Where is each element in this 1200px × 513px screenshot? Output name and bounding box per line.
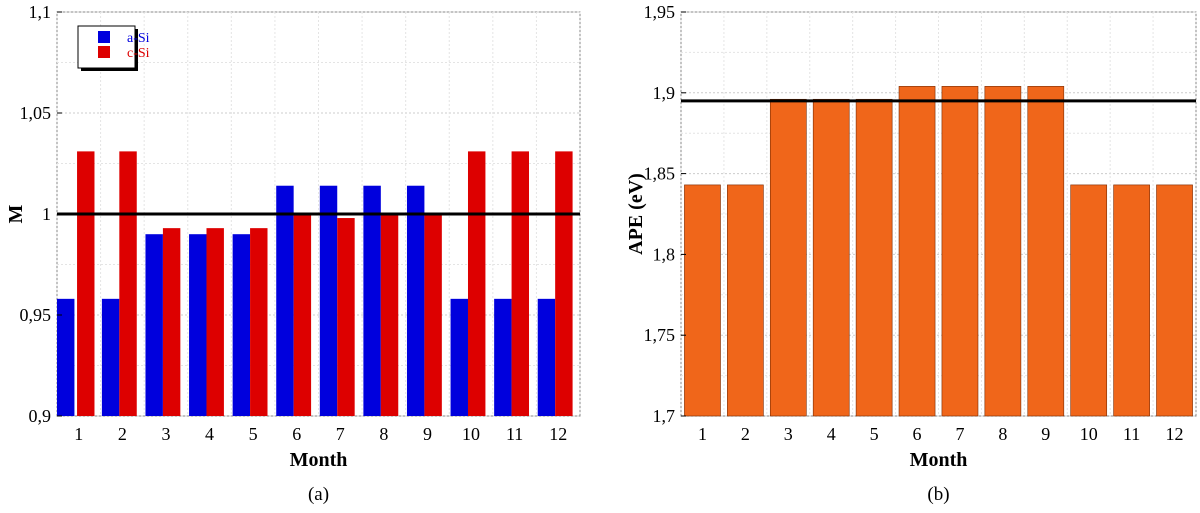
- bars-a: [57, 151, 573, 416]
- y-axis-label-a: M: [5, 204, 27, 223]
- bar-a-si-9: [406, 185, 425, 416]
- y-tick-label: 1,95: [644, 2, 676, 22]
- bar-c-si-11: [511, 151, 530, 416]
- x-tick-label: 8: [998, 424, 1007, 444]
- x-tick-label: 7: [955, 424, 964, 444]
- x-tick-label: 5: [249, 424, 258, 444]
- x-tick-label: 10: [1080, 424, 1098, 444]
- x-tick-label: 11: [1123, 424, 1140, 444]
- x-tick-label: 7: [336, 424, 345, 444]
- x-tick-label: 6: [913, 424, 922, 444]
- bar-c-si-12: [555, 151, 573, 416]
- bar-c-si-2: [119, 151, 137, 416]
- y-axis-label-b: APE (eV): [625, 173, 647, 255]
- bar-a-si-6: [276, 185, 294, 416]
- bar-a-si-7: [319, 185, 338, 416]
- chart-panel-b: 1,71,751,81,851,91,95 1 2 3 4 5 6 7 8 9 10 11 12 Mo…: [625, 2, 1197, 505]
- legend-swatch-a-si: [98, 31, 110, 43]
- bar-ape-11: [1113, 184, 1150, 417]
- x-ticks-b: 1 2 3 4 5 6 7 8 9 10 11 12: [698, 424, 1184, 444]
- legend-label-c-si: c-Si: [127, 46, 150, 61]
- y-tick-label: 1,8: [653, 244, 676, 264]
- x-ticks-a: 1 2 3 4 5 6 7 8 9 10 11 12: [74, 424, 567, 444]
- x-tick-label: 2: [118, 424, 127, 444]
- caption-b: (b): [927, 484, 949, 505]
- y-tick-label: 1,05: [20, 103, 52, 123]
- y-tick-label: 0,95: [20, 305, 52, 325]
- y-ticks-a: 0,9 0,95 1 1,05 1,1: [20, 2, 62, 426]
- bar-c-si-10: [467, 151, 486, 416]
- y-tick-label: 1: [42, 204, 51, 224]
- bar-a-si-3: [145, 234, 163, 416]
- bar-ape-1: [684, 184, 721, 417]
- x-tick-label: 10: [462, 424, 480, 444]
- y-tick-label: 1,85: [644, 164, 676, 184]
- bars-b: [684, 86, 1193, 417]
- x-tick-label: 3: [161, 424, 170, 444]
- legend-label-a-si: a-Si: [127, 31, 150, 46]
- x-axis-label-a: Month: [290, 449, 348, 471]
- grid-b: [680, 11, 1197, 417]
- bar-ape-5: [855, 98, 893, 417]
- bar-c-si-1: [77, 151, 95, 416]
- y-tick-label: 1,1: [29, 2, 52, 22]
- bar-c-si-5: [250, 228, 268, 416]
- bar-a-si-10: [450, 298, 468, 416]
- bar-ape-10: [1070, 184, 1108, 417]
- bar-ape-4: [812, 98, 850, 417]
- legend-a: a-Si c-Si: [77, 25, 150, 71]
- x-tick-label: 1: [74, 424, 83, 444]
- bar-a-si-2: [101, 298, 120, 416]
- x-tick-label: 8: [379, 424, 388, 444]
- bar-c-si-4: [206, 228, 224, 416]
- x-tick-label: 6: [292, 424, 301, 444]
- x-tick-label: 9: [423, 424, 432, 444]
- x-tick-label: 12: [549, 424, 567, 444]
- y-tick-label: 1,75: [644, 325, 676, 345]
- x-tick-label: 9: [1041, 424, 1050, 444]
- x-tick-label: 1: [698, 424, 707, 444]
- y-ticks-b: 1,7 1,75 1,8 1,85 1,9 1,95: [644, 2, 686, 426]
- bar-a-si-11: [494, 298, 512, 416]
- bar-c-si-9: [424, 214, 442, 416]
- bar-ape-6: [898, 86, 936, 417]
- x-axis-label-b: Month: [910, 449, 968, 471]
- bar-ape-9: [1027, 86, 1065, 417]
- bar-a-si-8: [363, 185, 381, 416]
- x-tick-label: 4: [827, 424, 836, 444]
- bar-ape-12: [1156, 184, 1193, 417]
- y-tick-label: 0,9: [29, 406, 52, 426]
- x-tick-label: 2: [741, 424, 750, 444]
- x-tick-label: 5: [870, 424, 879, 444]
- bar-ape-7: [941, 86, 979, 417]
- bar-c-si-6: [293, 214, 312, 416]
- x-tick-label: 11: [506, 424, 523, 444]
- x-tick-label: 12: [1166, 424, 1184, 444]
- bar-a-si-5: [232, 234, 251, 416]
- y-tick-label: 1,9: [653, 83, 676, 103]
- y-tick-label: 1,7: [653, 406, 676, 426]
- bar-ape-8: [984, 86, 1022, 417]
- bar-c-si-3: [162, 228, 181, 416]
- bar-c-si-7: [337, 218, 355, 416]
- bar-ape-2: [727, 184, 764, 417]
- x-tick-label: 4: [205, 424, 214, 444]
- bar-a-si-12: [537, 298, 556, 416]
- legend-swatch-c-si: [98, 46, 110, 58]
- caption-a: (a): [308, 484, 329, 505]
- bar-ape-3: [769, 98, 807, 417]
- bar-a-si-4: [189, 234, 207, 416]
- bar-a-si-1: [57, 298, 75, 416]
- bar-c-si-8: [380, 214, 399, 416]
- x-tick-label: 3: [784, 424, 793, 444]
